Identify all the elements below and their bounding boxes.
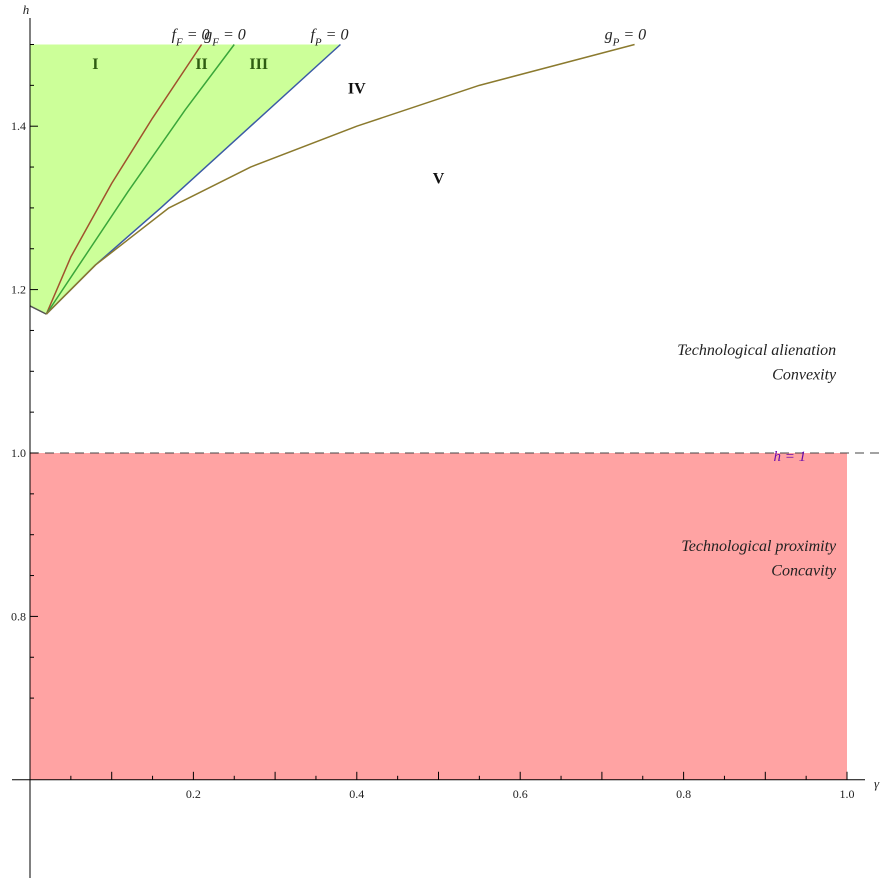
reference-line-label: h = 1: [773, 449, 806, 465]
annotation-2: Convexity: [772, 366, 837, 383]
y-tick-label: 1.0: [11, 446, 26, 460]
y-tick-label: 0.8: [11, 609, 26, 623]
y-tick-label: 1.4: [11, 119, 26, 133]
lower-region-fill: [30, 453, 847, 780]
annotation-1: Technological alienation: [677, 342, 836, 359]
upper-region-fill: [30, 44, 341, 315]
x-tick-label: 0.2: [186, 787, 201, 801]
region-label-I: I: [92, 56, 98, 73]
curve-gP: [45, 43, 635, 315]
x-tick-label: 0.4: [349, 787, 364, 801]
x-tick-label: 0.8: [676, 787, 691, 801]
annotation-3: Technological proximity: [681, 538, 837, 555]
curve-fF: [45, 44, 203, 315]
curve-label-gP: gP = 0: [605, 27, 647, 49]
x-tick-label: 1.0: [840, 787, 855, 801]
curve-label-fP: fP = 0: [310, 27, 348, 49]
y-tick-label: 1.2: [11, 283, 26, 297]
region-label-IV: IV: [348, 81, 366, 98]
region-label-III: III: [249, 56, 268, 73]
left-boundary-line: [29, 305, 47, 315]
region-label-V: V: [433, 170, 445, 187]
curve-gF: [45, 44, 235, 315]
x-axis-label: γ: [874, 776, 880, 791]
region-label-II: II: [195, 56, 207, 73]
y-axis-label: h: [23, 2, 30, 17]
x-tick-label: 0.6: [513, 787, 528, 801]
curve-label-gF: gF = 0: [204, 27, 246, 49]
curve-label-fF: fF = 0: [172, 27, 210, 49]
annotation-4: Concavity: [771, 563, 837, 580]
